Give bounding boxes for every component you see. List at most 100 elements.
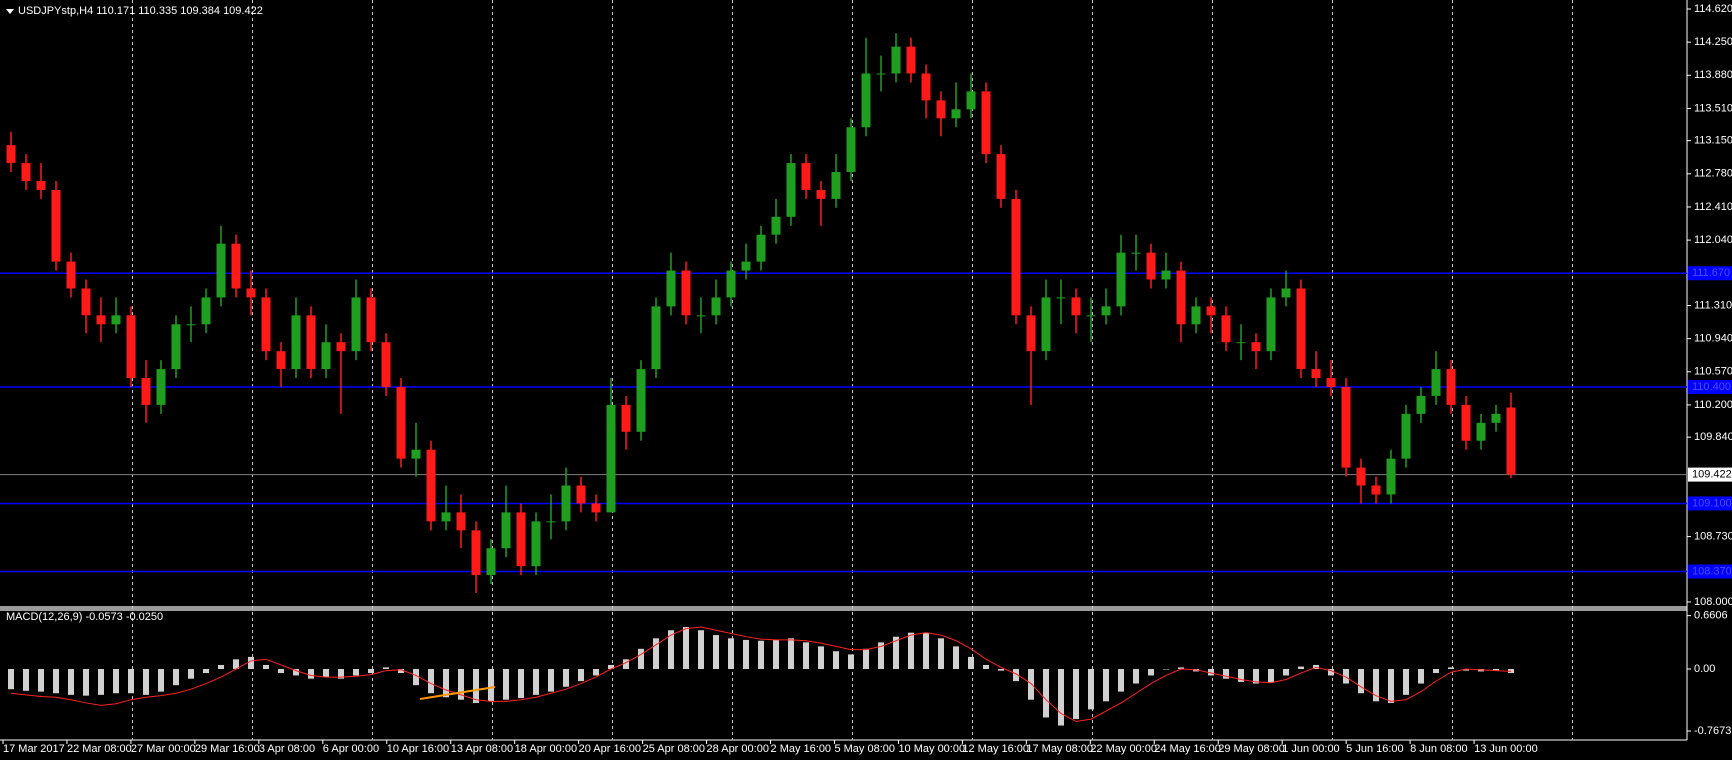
trend-line (419, 686, 496, 700)
macd-bar (383, 667, 389, 670)
candle-body (1116, 252, 1126, 307)
y-tick-label: 113.510 (1694, 102, 1732, 114)
level-label: 108.370 (1692, 565, 1732, 577)
candle-body (591, 503, 601, 513)
candle-body (1041, 297, 1051, 352)
candle-body (486, 548, 496, 576)
candle-body (1191, 306, 1201, 325)
candle-body (981, 91, 991, 155)
x-tick-label: 22 Mar 08:00 (67, 743, 132, 755)
macd-tick-label: 0.6606 (1694, 610, 1728, 622)
x-tick-label: 28 Apr 00:00 (707, 743, 769, 755)
candle-body (1161, 270, 1171, 280)
macd-bar (698, 630, 704, 670)
macd-bar (518, 669, 524, 699)
candle-body (621, 404, 631, 432)
candle-body (141, 378, 151, 405)
macd-bar (713, 635, 719, 670)
y-tick-label: 110.200 (1694, 399, 1732, 411)
candle-body (801, 163, 811, 190)
macd-bar (833, 651, 839, 670)
candle-body (876, 73, 886, 75)
macd-bar (1238, 669, 1244, 682)
y-tick-label: 112.780 (1694, 168, 1732, 180)
candle-body (186, 324, 196, 326)
macd-bar (938, 638, 944, 670)
candle-body (1206, 306, 1216, 316)
macd-bar (1253, 669, 1259, 684)
macd-bar (848, 654, 854, 670)
candle-body (636, 369, 646, 432)
macd-bar (908, 632, 914, 670)
y-tick-label: 113.880 (1694, 69, 1732, 81)
x-tick-label: 13 Apr 08:00 (451, 743, 513, 755)
x-tick-label: 12 May 16:00 (962, 743, 1029, 755)
macd-bar (428, 669, 434, 694)
candle-body (171, 324, 181, 370)
menu-triangle[interactable] (6, 9, 14, 14)
macd-bar (623, 659, 629, 670)
candle-body (276, 351, 286, 370)
macd-bar (668, 630, 674, 670)
candle-body (711, 297, 721, 316)
macd-bar (98, 669, 104, 695)
x-tick-label: 8 Jun 08:00 (1410, 743, 1468, 755)
candle-body (1506, 407, 1516, 475)
y-tick-label: 109.840 (1694, 431, 1732, 443)
macd-bar (53, 669, 59, 694)
level-label: 109.100 (1692, 497, 1732, 509)
macd-bar (1028, 669, 1034, 700)
candle-body (261, 297, 271, 352)
macd-bar (293, 669, 299, 676)
macd-tick-label: 0.00 (1694, 663, 1715, 675)
candle-body (786, 163, 796, 217)
macd-bar (353, 669, 359, 676)
level-label: 110.400 (1692, 381, 1731, 393)
macd-bar (863, 648, 869, 670)
candle-body (246, 288, 256, 298)
candle-body (1311, 369, 1321, 379)
candle-body (1086, 315, 1096, 317)
candle-body (996, 154, 1006, 199)
candle-body (21, 163, 31, 181)
candle-body (951, 109, 961, 119)
candle-body (681, 270, 691, 316)
candle-body (921, 73, 931, 101)
macd-bar (368, 669, 374, 674)
level-label-box (1688, 266, 1732, 281)
candle-body (861, 73, 871, 128)
candle-body (1026, 315, 1036, 352)
macd-bar (1403, 669, 1409, 695)
candle-body (471, 530, 481, 576)
macd-bar (413, 669, 419, 686)
candle-body (531, 521, 541, 567)
candle-body (741, 261, 751, 271)
candle-body (651, 306, 661, 370)
y-tick-label: 110.940 (1694, 333, 1732, 345)
macd-bar (278, 669, 284, 674)
macd-signal-line (10, 626, 1512, 723)
x-tick-label: 22 May 00:00 (1090, 743, 1157, 755)
macd-bar (878, 642, 884, 670)
chart-header: USDJPYstp,H4 110.171 110.335 109.384 109… (18, 5, 263, 17)
macd-bar (1103, 669, 1109, 702)
macd-bar (1208, 669, 1214, 676)
indicator-label: MACD(12,26,9) -0.0573 -0.0250 (6, 611, 163, 623)
candle-body (561, 485, 571, 522)
candle-body (1236, 342, 1246, 344)
x-tick-label: 29 Mar 16:00 (195, 743, 260, 755)
macd-bar (1058, 669, 1064, 726)
macd-bar (38, 669, 44, 692)
macd-bar (248, 656, 254, 670)
y-tick-label: 111.310 (1694, 299, 1732, 311)
candle-body (306, 315, 316, 370)
y-tick-label: 114.250 (1694, 36, 1732, 48)
candle-body (291, 315, 301, 370)
macd-bar (1118, 669, 1124, 692)
macd-bar (473, 669, 479, 703)
macd-bar (1448, 667, 1454, 670)
candle-body (1176, 270, 1186, 325)
candle-body (426, 449, 436, 522)
x-tick-label: 3 Apr 08:00 (259, 743, 315, 755)
x-tick-label: 17 May 08:00 (1026, 743, 1093, 755)
